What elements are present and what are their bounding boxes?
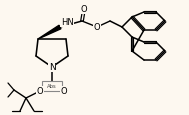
Polygon shape <box>38 26 61 40</box>
Text: HN: HN <box>61 18 74 27</box>
Text: Abs: Abs <box>47 84 57 89</box>
FancyBboxPatch shape <box>42 81 62 91</box>
Text: O: O <box>61 87 67 96</box>
Text: O: O <box>94 23 100 32</box>
Text: O: O <box>81 5 87 14</box>
Text: O: O <box>37 87 43 96</box>
Text: N: N <box>49 63 55 72</box>
